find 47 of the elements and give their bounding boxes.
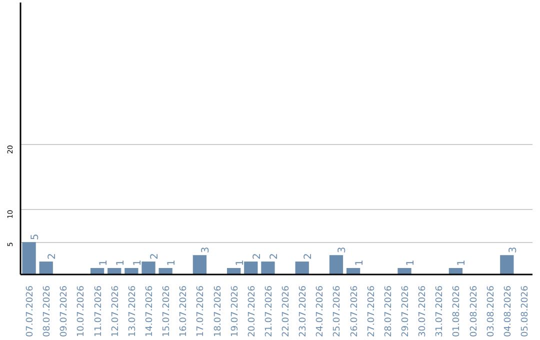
data-label: 1 — [234, 260, 246, 266]
x-tick-label: 16.07.2026 — [179, 285, 190, 338]
x-tick-label: 02.08.2026 — [469, 285, 480, 338]
x-tick-label: 22.07.2026 — [282, 285, 292, 338]
x-tick-label: 17.07.2026 — [196, 285, 206, 338]
x-tick-label: 03.08.2026 — [486, 285, 496, 338]
x-tick-label: 13.07.2026 — [128, 285, 138, 338]
x-tick-label: 25.07.2026 — [332, 285, 343, 338]
x-tick-label: 23.07.2026 — [298, 285, 309, 338]
x-tick-label: 10.07.2026 — [76, 285, 87, 338]
data-label: 2 — [303, 253, 314, 260]
data-label: 1 — [456, 260, 468, 266]
x-tick-label: 26.07.2026 — [350, 285, 360, 338]
x-tick-label: 29.07.2026 — [401, 285, 411, 338]
x-tick-label: 27.07.2026 — [366, 285, 377, 338]
x-tick-label: 01.08.2026 — [452, 285, 462, 338]
data-label: 2 — [150, 253, 160, 260]
data-label: 3 — [508, 246, 519, 254]
data-label: 1 — [98, 260, 110, 266]
x-tick-label: 07.07.2026 — [26, 285, 36, 338]
data-label: 1 — [166, 260, 178, 266]
data-label: 2 — [268, 253, 280, 260]
x-tick-label: 11.07.2026 — [94, 285, 104, 338]
x-tick-label: 19.07.2026 — [230, 285, 240, 338]
x-tick-label: 09.07.2026 — [60, 285, 70, 338]
data-label: 5 — [30, 234, 42, 240]
x-tick-label: 05.08.2026 — [520, 285, 530, 338]
data-label: 1 — [354, 260, 366, 266]
x-tick-label: 30.07.2026 — [418, 285, 428, 338]
x-tick-label: 21.07.2026 — [264, 285, 274, 338]
x-tick-label: 31.07.2026 — [435, 285, 446, 338]
x-tick-label: 20.07.2026 — [247, 285, 258, 338]
x-tick-label: 18.07.2026 — [213, 285, 224, 338]
x-tick-label: 15.07.2026 — [162, 285, 172, 338]
x-tick-label: 28.07.2026 — [384, 285, 394, 338]
x-tick-label: 08.07.2026 — [42, 285, 53, 338]
data-label: 3 — [200, 246, 212, 254]
x-tick-label: 24.07.2026 — [316, 285, 326, 338]
data-label: 1 — [132, 260, 144, 266]
data-label: 2 — [47, 253, 58, 260]
x-tick-label: 12.07.2026 — [110, 285, 121, 338]
data-label: 1 — [406, 260, 416, 266]
data-label: 3 — [337, 246, 348, 254]
data-label: 2 — [252, 253, 263, 260]
x-tick-label: 14.07.2026 — [145, 285, 155, 338]
x-tick-label: 04.08.2026 — [503, 285, 514, 338]
data-label: 1 — [115, 260, 126, 266]
